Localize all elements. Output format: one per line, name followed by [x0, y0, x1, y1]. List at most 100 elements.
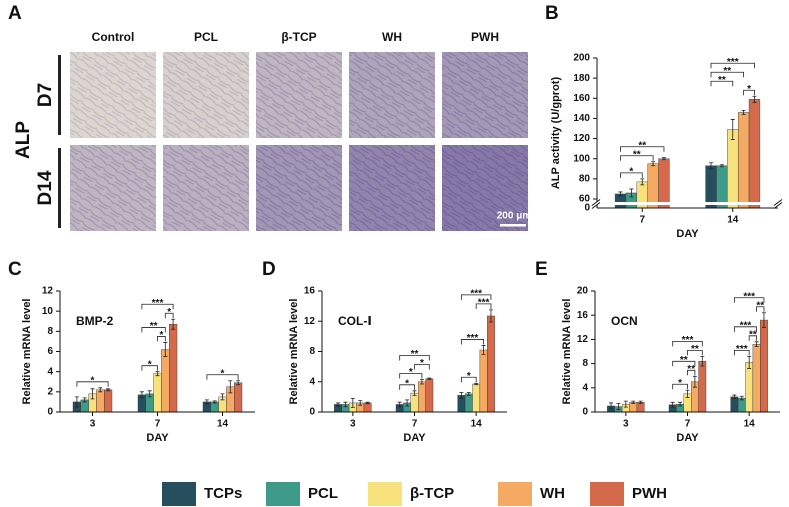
error-bar	[678, 401, 683, 407]
error-bar	[761, 312, 766, 328]
micrograph-texture	[442, 52, 528, 138]
micrograph-texture	[256, 145, 342, 231]
bar	[418, 381, 426, 413]
y-tick-label: 0	[584, 203, 590, 214]
error-bar	[427, 377, 432, 380]
error-bar	[739, 395, 744, 401]
bar	[716, 165, 728, 209]
y-tick-label: 12	[42, 286, 54, 297]
significance-label: *	[678, 378, 682, 389]
error-bar	[700, 355, 705, 367]
significance-bracket	[710, 80, 734, 87]
error-bar	[139, 391, 144, 399]
significance-label: ***	[478, 298, 490, 309]
significance-bracket	[141, 327, 166, 333]
bar	[752, 344, 761, 413]
y-tick-label: 160	[573, 93, 590, 104]
chart-title: COL-Ⅰ	[338, 314, 372, 328]
bar	[233, 382, 243, 413]
legend-label: PCL	[308, 485, 338, 502]
scale-bar	[500, 224, 526, 227]
significance-bracket	[687, 349, 703, 356]
error-bar	[730, 119, 735, 140]
error-bar	[82, 397, 87, 403]
y-tick-label: 16	[304, 286, 316, 297]
y-tick-label: 120	[573, 133, 590, 144]
micrograph-texture	[442, 145, 528, 231]
significance-label: **	[749, 329, 757, 340]
significance-bracket	[733, 349, 750, 356]
micrograph-texture	[349, 52, 435, 138]
significance-label: *	[420, 358, 424, 369]
y-tick-label: 12	[577, 334, 589, 345]
significance-label: **	[691, 344, 699, 355]
bar	[727, 129, 739, 209]
y-tick-label: 60	[579, 194, 591, 205]
column-label: PWH	[471, 30, 499, 44]
bar	[464, 393, 473, 413]
panel-label: E	[535, 259, 548, 280]
significance-label: ***	[470, 289, 482, 300]
legend-swatch	[162, 482, 196, 506]
legend-label: TCPs	[204, 485, 242, 502]
bar	[96, 389, 105, 413]
error-bar	[651, 161, 656, 167]
significance-bracket	[672, 360, 696, 367]
significance-bracket	[743, 89, 755, 96]
legend-swatch	[590, 482, 624, 506]
column-label: β-TCP	[281, 30, 316, 44]
panel-label: D	[262, 259, 276, 280]
significance-bracket	[141, 365, 158, 371]
y-tick-label: 8	[582, 358, 588, 369]
significance-label: **	[756, 300, 764, 311]
error-bar	[670, 401, 675, 408]
y-tick-label: 0	[309, 407, 315, 418]
significance-bracket	[460, 294, 492, 300]
significance-bracket	[206, 374, 239, 380]
x-tick-label: 14	[217, 419, 229, 430]
error-bar	[623, 400, 628, 408]
bar	[745, 362, 754, 413]
error-bar	[754, 341, 759, 348]
error-bar	[220, 393, 225, 401]
bar	[168, 324, 178, 413]
y-tick-label: 100	[573, 153, 590, 164]
significance-label: ***	[152, 298, 164, 309]
significance-bracket	[748, 335, 757, 341]
error-bar	[638, 400, 643, 404]
y-tick-label: 200	[573, 53, 590, 64]
y-tick-label: 4	[47, 366, 53, 377]
x-axis-label: DAY	[676, 432, 699, 444]
y-tick-label: 2	[47, 386, 53, 397]
x-tick-label: 7	[412, 419, 418, 430]
error-bar	[350, 397, 355, 408]
bar	[760, 319, 768, 413]
scale-bar-label: 200 μm	[497, 211, 532, 222]
error-bar	[163, 342, 168, 357]
significance-label: **	[680, 355, 688, 366]
axis-break	[591, 202, 784, 205]
significance-label: *	[747, 84, 751, 95]
y-axis-label: Relative mRNA level	[561, 299, 573, 405]
y-tick-label: 20	[577, 286, 589, 297]
significance-bracket	[620, 172, 643, 178]
x-tick-label: 7	[155, 419, 161, 430]
bar	[748, 99, 761, 209]
bar	[658, 158, 670, 209]
bar	[103, 389, 113, 413]
x-axis-label: DAY	[403, 432, 426, 444]
legend-swatch	[498, 482, 532, 506]
significance-label: ***	[727, 57, 739, 68]
x-tick-label: 3	[623, 419, 629, 430]
error-bar	[661, 157, 666, 161]
bar	[472, 383, 481, 413]
bar	[410, 392, 419, 413]
column-label: WH	[382, 30, 402, 44]
significance-label: *	[167, 307, 171, 318]
significance-bracket	[710, 62, 755, 69]
y-tick-label: 80	[579, 173, 591, 184]
error-bar	[629, 188, 634, 198]
significance-bracket	[733, 297, 765, 303]
bar	[210, 401, 219, 413]
y-tick-label: 12	[304, 316, 316, 327]
